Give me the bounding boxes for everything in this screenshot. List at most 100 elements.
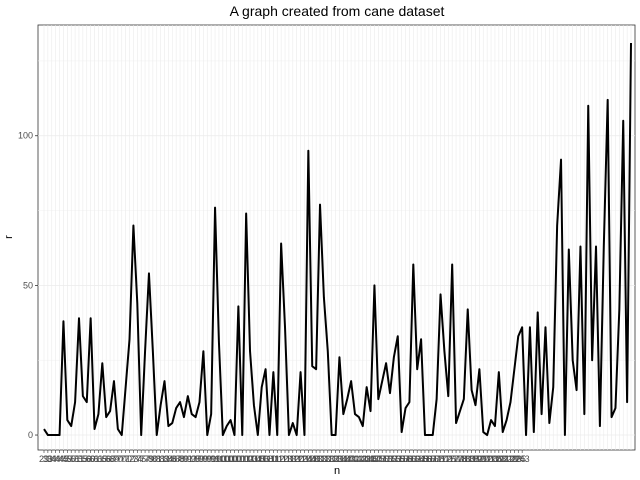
x-tick-label: 150 [375, 454, 390, 464]
x-tick-label: 124 [297, 454, 312, 464]
x-tick-label: 99 [202, 454, 212, 464]
x-tick-label: 104 [246, 454, 261, 464]
x-tick-label: 113 [286, 454, 300, 464]
x-tick-label: 206 [487, 454, 502, 464]
x-tick-label: 91 [183, 454, 193, 464]
x-tick-label: 134 [332, 454, 347, 464]
y-tick-label: 0 [28, 430, 33, 440]
x-tick-label: 61 [90, 454, 100, 464]
x-tick-label: 93 [187, 454, 197, 464]
x-tick-label: 113 [278, 454, 292, 464]
x-tick-label: 144 [359, 454, 374, 464]
x-tick-label: 112 [270, 454, 284, 464]
x-tick-label: 100 [211, 454, 226, 464]
x-tick-label: 74 [132, 454, 142, 464]
x-tick-label: 87 [171, 454, 181, 464]
x-tick-label: 102 [239, 454, 254, 464]
x-tick-label: 69 [109, 454, 119, 464]
x-tick-label: 243 [515, 454, 530, 464]
x-tick-label: 167 [425, 454, 440, 464]
x-tick-label: 99 [210, 454, 220, 464]
x-tick-label: 181 [456, 454, 471, 464]
x-tick-label: 131 [320, 454, 335, 464]
x-tick-label: 165 [414, 454, 429, 464]
x-tick-label: 72 [125, 454, 135, 464]
x-tick-label: 89 [179, 454, 189, 464]
series-line-group [43, 42, 632, 437]
y-axis: 0 50 100 [18, 131, 38, 440]
x-tick-label: 84 [163, 454, 173, 464]
x-tick-label: 130 [309, 454, 324, 464]
x-tick-label: 51 [74, 454, 84, 464]
x-tick-label: 101 [235, 454, 250, 464]
x-tick-label: 44 [55, 454, 65, 464]
x-tick-label: 153 [386, 454, 401, 464]
x-tick-label: 95 [191, 454, 201, 464]
x-tick-label: 111 [267, 454, 281, 464]
x-tick-label: 223 [507, 454, 522, 464]
x-tick-label: 70 [117, 454, 127, 464]
x-tick-label: 143 [355, 454, 370, 464]
x-tick-label: 123 [293, 454, 308, 464]
x-tick-label: 130 [312, 454, 327, 464]
x-tick-label: 86 [167, 454, 177, 464]
x-tick-label: 164 [410, 454, 425, 464]
x-tick-label: 141 [347, 454, 362, 464]
x-tick-label: 100 [215, 454, 230, 464]
x-tick-label: 33 [43, 454, 53, 464]
series-line [43, 42, 632, 437]
x-axis: 2933344444454950515155566061616566686970… [39, 450, 530, 464]
x-tick-label: 212 [499, 454, 514, 464]
x-tick-label: 203 [484, 454, 499, 464]
x-tick-label: 105 [250, 454, 265, 464]
x-tick-label: 133 [328, 454, 343, 464]
x-tick-label: 56 [82, 454, 92, 464]
x-tick-label: 100 [227, 454, 242, 464]
x-tick-label: 185 [464, 454, 479, 464]
x-tick-label: 145 [363, 454, 378, 464]
x-tick-label: 99 [206, 454, 216, 464]
x-tick-label: 147 [371, 454, 386, 464]
x-tick-label: 172 [437, 454, 452, 464]
x-tick-label: 211 [496, 454, 510, 464]
x-tick-label: 183 [460, 454, 475, 464]
x-tick-label: 29 [39, 454, 49, 464]
x-tick-label: 82 [160, 454, 170, 464]
x-tick-label: 108 [258, 454, 273, 464]
x-tick-label: 142 [351, 454, 366, 464]
x-tick-label: 66 [101, 454, 111, 464]
x-tick-label: 99 [198, 454, 208, 464]
x-tick-label: 79 [144, 454, 154, 464]
x-tick-label: 80 [148, 454, 158, 464]
x-tick-label: 68 [105, 454, 115, 464]
x-tick-label: 177 [449, 454, 464, 464]
x-tick-label: 44 [51, 454, 61, 464]
x-tick-label: 101 [231, 454, 246, 464]
y-tick-label: 100 [18, 131, 33, 141]
x-tick-label: 65 [97, 454, 107, 464]
x-tick-label: 152 [382, 454, 397, 464]
x-tick-label: 193 [472, 454, 487, 464]
x-tick-label: 219 [503, 454, 518, 464]
x-tick-label: 100 [223, 454, 238, 464]
x-tick-label: 208 [491, 454, 506, 464]
x-tick-label: 34 [47, 454, 57, 464]
x-tick-label: 130 [316, 454, 331, 464]
x-tick-label: 110 [262, 454, 276, 464]
x-tick-label: 157 [394, 454, 409, 464]
x-tick-label: 201 [480, 454, 495, 464]
y-tick-label: 50 [23, 280, 33, 290]
chart-title: A graph created from cane dataset [230, 3, 445, 19]
x-tick-label: 61 [93, 454, 103, 464]
major-gridlines [38, 25, 635, 450]
x-tick-label: 81 [152, 454, 162, 464]
x-tick-label: 103 [243, 454, 258, 464]
x-tick-label: 192 [468, 454, 483, 464]
x-tick-label: 177 [445, 454, 460, 464]
x-tick-label: 73 [128, 454, 138, 464]
x-tick-label: 225 [511, 454, 526, 464]
x-tick-label: 106 [254, 454, 269, 464]
x-tick-label: 170 [433, 454, 448, 464]
x-tick-label: 51 [70, 454, 80, 464]
